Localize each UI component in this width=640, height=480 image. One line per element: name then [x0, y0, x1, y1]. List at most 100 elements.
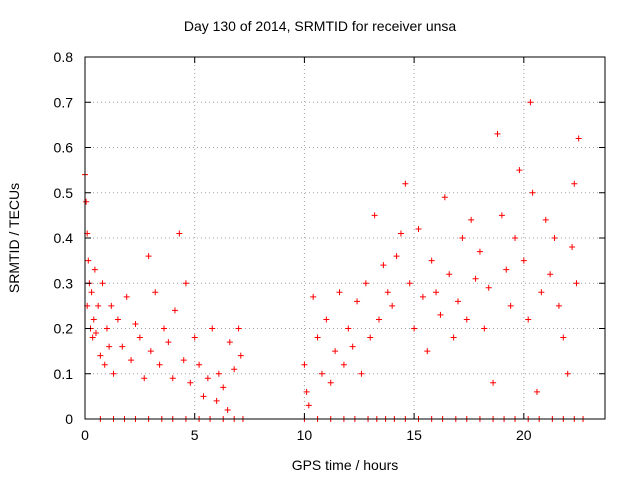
data-point	[90, 316, 97, 323]
data-point	[494, 130, 501, 137]
data-point	[533, 388, 540, 395]
data-point	[384, 289, 391, 296]
data-point	[237, 352, 244, 359]
data-point	[428, 257, 435, 264]
data-point	[498, 212, 505, 219]
data-point	[332, 348, 339, 355]
data-point	[454, 298, 461, 305]
data-point	[231, 366, 238, 373]
data-point	[141, 375, 148, 382]
data-point	[169, 375, 176, 382]
data-point	[145, 253, 152, 260]
data-point	[165, 339, 172, 346]
data-point	[91, 266, 98, 273]
data-point	[99, 280, 106, 287]
y-tick-label: 0.6	[54, 140, 74, 156]
data-point	[371, 212, 378, 219]
data-point	[468, 216, 475, 223]
data-point	[424, 348, 431, 355]
x-tick-label: 20	[516, 427, 532, 443]
data-point	[569, 244, 576, 251]
data-point	[415, 225, 422, 232]
data-point	[354, 298, 361, 305]
data-point	[476, 248, 483, 255]
data-point	[132, 320, 139, 327]
data-point	[200, 393, 207, 400]
data-point	[213, 397, 220, 404]
data-point	[318, 370, 325, 377]
data-point	[147, 348, 154, 355]
data-point	[397, 230, 404, 237]
y-tick-label: 0.4	[54, 230, 74, 246]
data-point	[490, 379, 497, 386]
y-tick-label: 0.8	[54, 49, 74, 65]
data-point	[527, 99, 534, 106]
data-point	[110, 370, 117, 377]
data-point	[376, 316, 383, 323]
data-point	[380, 262, 387, 269]
y-tick-label: 0.1	[54, 366, 74, 382]
data-point	[441, 194, 448, 201]
data-point	[520, 257, 527, 264]
data-point	[114, 316, 121, 323]
y-tick-label: 0.3	[54, 275, 74, 291]
data-point	[182, 280, 189, 287]
data-point	[123, 293, 130, 300]
data-point	[411, 325, 418, 332]
data-point	[349, 343, 356, 350]
grid-lines	[85, 57, 605, 419]
y-tick-label: 0.5	[54, 185, 74, 201]
data-point	[119, 343, 126, 350]
data-point	[393, 253, 400, 260]
data-point	[327, 379, 334, 386]
data-point	[224, 406, 231, 413]
data-point	[171, 307, 178, 314]
data-point	[358, 370, 365, 377]
x-axis-label: GPS time / hours	[291, 457, 399, 473]
data-point	[92, 330, 99, 337]
y-tick-label: 0.2	[54, 321, 74, 337]
data-point	[215, 370, 222, 377]
data-point	[191, 334, 198, 341]
x-tick-label: 10	[297, 427, 313, 443]
data-point	[323, 316, 330, 323]
data-point	[235, 325, 242, 332]
data-point	[345, 325, 352, 332]
data-point	[85, 257, 92, 264]
data-point	[472, 275, 479, 282]
axis-ticks: 0 0.1 0.2 0.3 0.4 0.5 0.6 0.7 0.8 0 5 10 15 20	[54, 49, 605, 443]
data-point	[101, 361, 108, 368]
data-point	[336, 289, 343, 296]
x-tick-label: 5	[191, 427, 199, 443]
x-tick-label: 0	[81, 427, 89, 443]
data-point	[305, 402, 312, 409]
data-point	[103, 325, 110, 332]
y-tick-label: 0.7	[54, 94, 74, 110]
data-point	[571, 180, 578, 187]
data-point	[187, 379, 194, 386]
data-point	[314, 334, 321, 341]
data-point	[108, 302, 115, 309]
data-point	[564, 370, 571, 377]
data-point	[301, 361, 308, 368]
data-point	[128, 357, 135, 364]
data-points	[82, 99, 582, 413]
data-point	[180, 357, 187, 364]
data-point	[106, 343, 113, 350]
data-point	[303, 388, 310, 395]
data-point	[95, 302, 102, 309]
data-point	[160, 325, 167, 332]
data-point	[463, 316, 470, 323]
data-point	[446, 271, 453, 278]
data-point	[573, 280, 580, 287]
data-point	[156, 361, 163, 368]
data-point	[152, 289, 159, 296]
data-point	[196, 361, 203, 368]
data-point	[362, 280, 369, 287]
data-point	[481, 325, 488, 332]
data-point	[555, 302, 562, 309]
data-point	[529, 189, 536, 196]
data-point	[547, 271, 554, 278]
data-point	[507, 302, 514, 309]
